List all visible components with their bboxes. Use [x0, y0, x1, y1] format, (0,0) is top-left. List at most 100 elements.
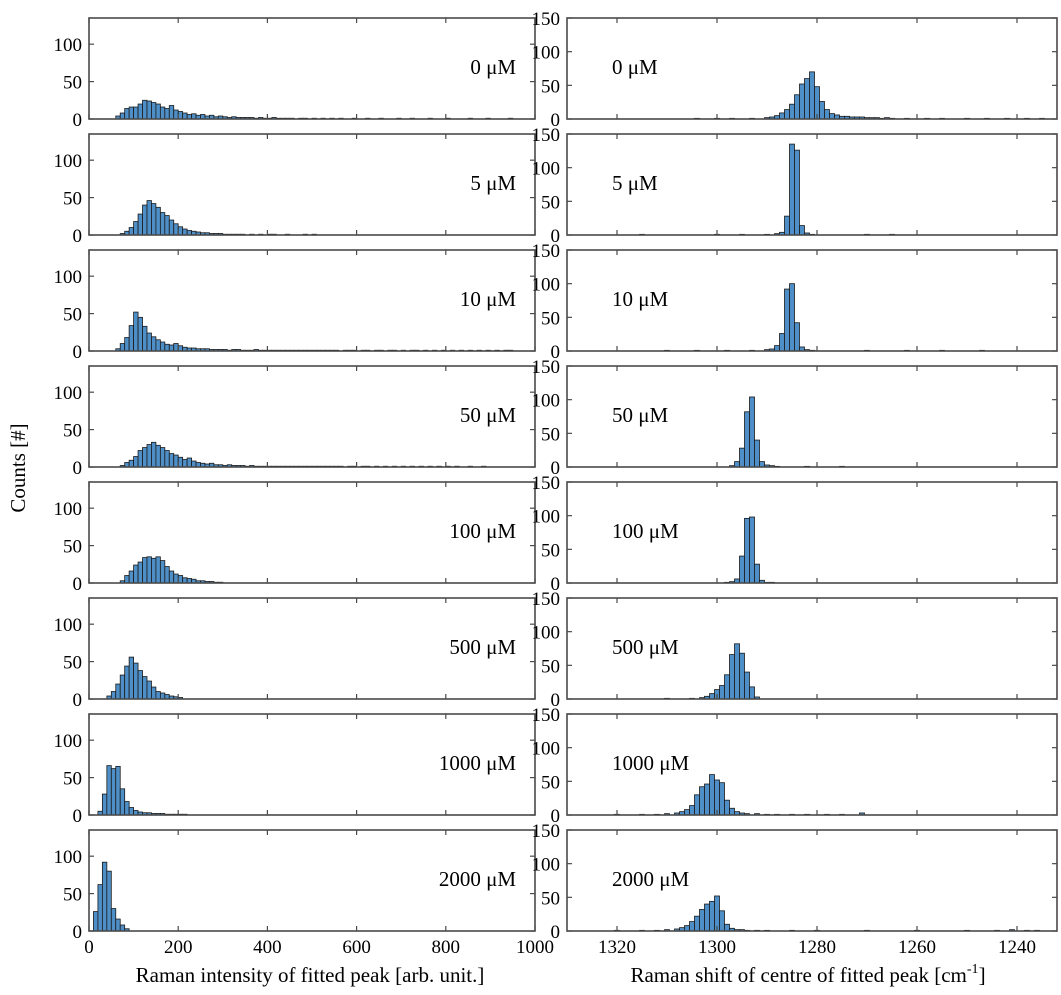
histogram-bar	[714, 779, 720, 816]
histogram-bar	[794, 94, 800, 120]
histogram-bar	[799, 83, 805, 120]
histogram-bar	[784, 288, 790, 352]
concentration-label: 1000 μM	[439, 751, 517, 775]
right-histogram-panel-2: 0 50 100 150 5 μM	[532, 125, 1058, 247]
histogram-bar	[759, 461, 765, 468]
histogram-bar	[110, 768, 117, 816]
histogram-bar	[151, 203, 157, 236]
histogram-bar	[93, 911, 99, 932]
histogram-bar	[724, 923, 730, 932]
y-tick-label: 50	[63, 885, 82, 906]
histogram-bar	[186, 457, 192, 468]
right-histogram-panel-1: 0 50 100 150 0 μM	[532, 9, 1058, 131]
y-tick-label: 50	[63, 305, 82, 326]
x-tick-label: 0	[84, 937, 94, 958]
histogram-bar	[106, 765, 112, 816]
plot-frame	[88, 829, 536, 932]
histogram-bar	[159, 212, 166, 236]
histogram-bar	[719, 910, 725, 932]
histogram-bar	[709, 774, 715, 816]
histogram-bar	[142, 99, 148, 120]
y-tick-label: 100	[54, 383, 83, 404]
histogram-bar	[699, 786, 705, 816]
histogram-bar	[155, 206, 161, 236]
histogram-bar	[151, 336, 157, 352]
x-tick-label: 1300	[698, 937, 736, 958]
y-tick-label: 0	[73, 806, 83, 827]
concentration-label: 500 μM	[612, 635, 679, 659]
histogram-bar	[124, 575, 130, 584]
histogram-bar	[142, 676, 148, 700]
concentration-label: 2000 μM	[439, 867, 517, 891]
y-tick-label: 100	[532, 855, 561, 876]
histogram-bar	[191, 460, 197, 468]
histogram-bar	[159, 692, 166, 700]
histogram-bar	[155, 691, 161, 700]
y-tick-label: 150	[532, 125, 561, 146]
y-tick-label: 100	[54, 35, 83, 56]
histogram-bar	[177, 226, 184, 236]
histogram-bar	[173, 109, 179, 120]
histogram-bar	[173, 573, 179, 584]
y-tick-label: 0	[73, 342, 83, 363]
concentration-label: 0 μM	[612, 55, 658, 79]
histogram-bar	[142, 447, 148, 468]
histogram-bar	[137, 561, 143, 584]
right-x-axis-label: Raman shift of centre of fitted peak [cm…	[630, 962, 985, 987]
y-tick-label: 50	[541, 656, 560, 677]
y-tick-label: 100	[532, 43, 561, 64]
right-histogram-panel-8: 0 50 100 150 1320 1300 1280 1260 1240 2000 μM	[532, 821, 1058, 958]
y-tick-label: 0	[551, 226, 561, 247]
histogram-bar	[159, 106, 166, 120]
y-tick-label: 150	[532, 473, 561, 494]
histogram-bar	[168, 570, 175, 584]
right-histogram-panel-6: 0 50 100 150 500 μM	[532, 589, 1058, 711]
histogram-bar	[119, 788, 126, 816]
histogram-bar	[789, 103, 795, 120]
y-tick-label: 150	[532, 357, 561, 378]
y-tick-label: 150	[532, 589, 561, 610]
histogram-bar	[689, 921, 695, 932]
y-tick-label: 50	[63, 189, 82, 210]
y-tick-label: 0	[551, 806, 561, 827]
histogram-bar	[749, 686, 755, 700]
histogram-bar	[151, 441, 157, 468]
histogram-bar	[754, 563, 760, 584]
y-tick-label: 150	[532, 241, 561, 262]
y-tick-label: 50	[63, 421, 82, 442]
histogram-bar	[115, 765, 121, 816]
y-tick-label: 0	[551, 342, 561, 363]
histogram-bar	[177, 575, 184, 584]
y-tick-label: 50	[63, 537, 82, 558]
plot-frame	[566, 249, 1058, 352]
histogram-bar	[824, 109, 830, 120]
histogram-bar	[164, 450, 170, 468]
right-histogram-panel-7: 0 50 100 150 1000 μM	[532, 705, 1058, 827]
histogram-bar	[128, 570, 134, 584]
histogram-bar	[714, 895, 720, 932]
histogram-bar	[119, 112, 126, 120]
histogram-bar	[119, 674, 126, 700]
histogram-bar	[739, 555, 745, 584]
plot-frame	[88, 597, 536, 700]
histogram-bar	[146, 200, 152, 236]
y-tick-label: 50	[63, 769, 82, 790]
left-histogram-panel-4: 0 50 100 50 μM	[54, 365, 536, 479]
histogram-bar	[159, 560, 166, 584]
y-tick-label: 0	[73, 922, 83, 943]
histogram-bar	[779, 333, 785, 352]
y-tick-label: 100	[532, 507, 561, 528]
histogram-bar	[110, 908, 117, 932]
y-tick-label: 100	[54, 731, 83, 752]
concentration-label: 5 μM	[470, 171, 516, 195]
histogram-bar	[164, 108, 170, 120]
histogram-bar	[115, 918, 121, 932]
concentration-label: 1000 μM	[612, 751, 690, 775]
histogram-bar	[182, 459, 188, 468]
right-x-axis-label-end: ]	[979, 963, 986, 987]
y-tick-label: 50	[63, 73, 82, 94]
y-tick-label: 100	[532, 391, 561, 412]
histogram-bar	[704, 783, 710, 816]
